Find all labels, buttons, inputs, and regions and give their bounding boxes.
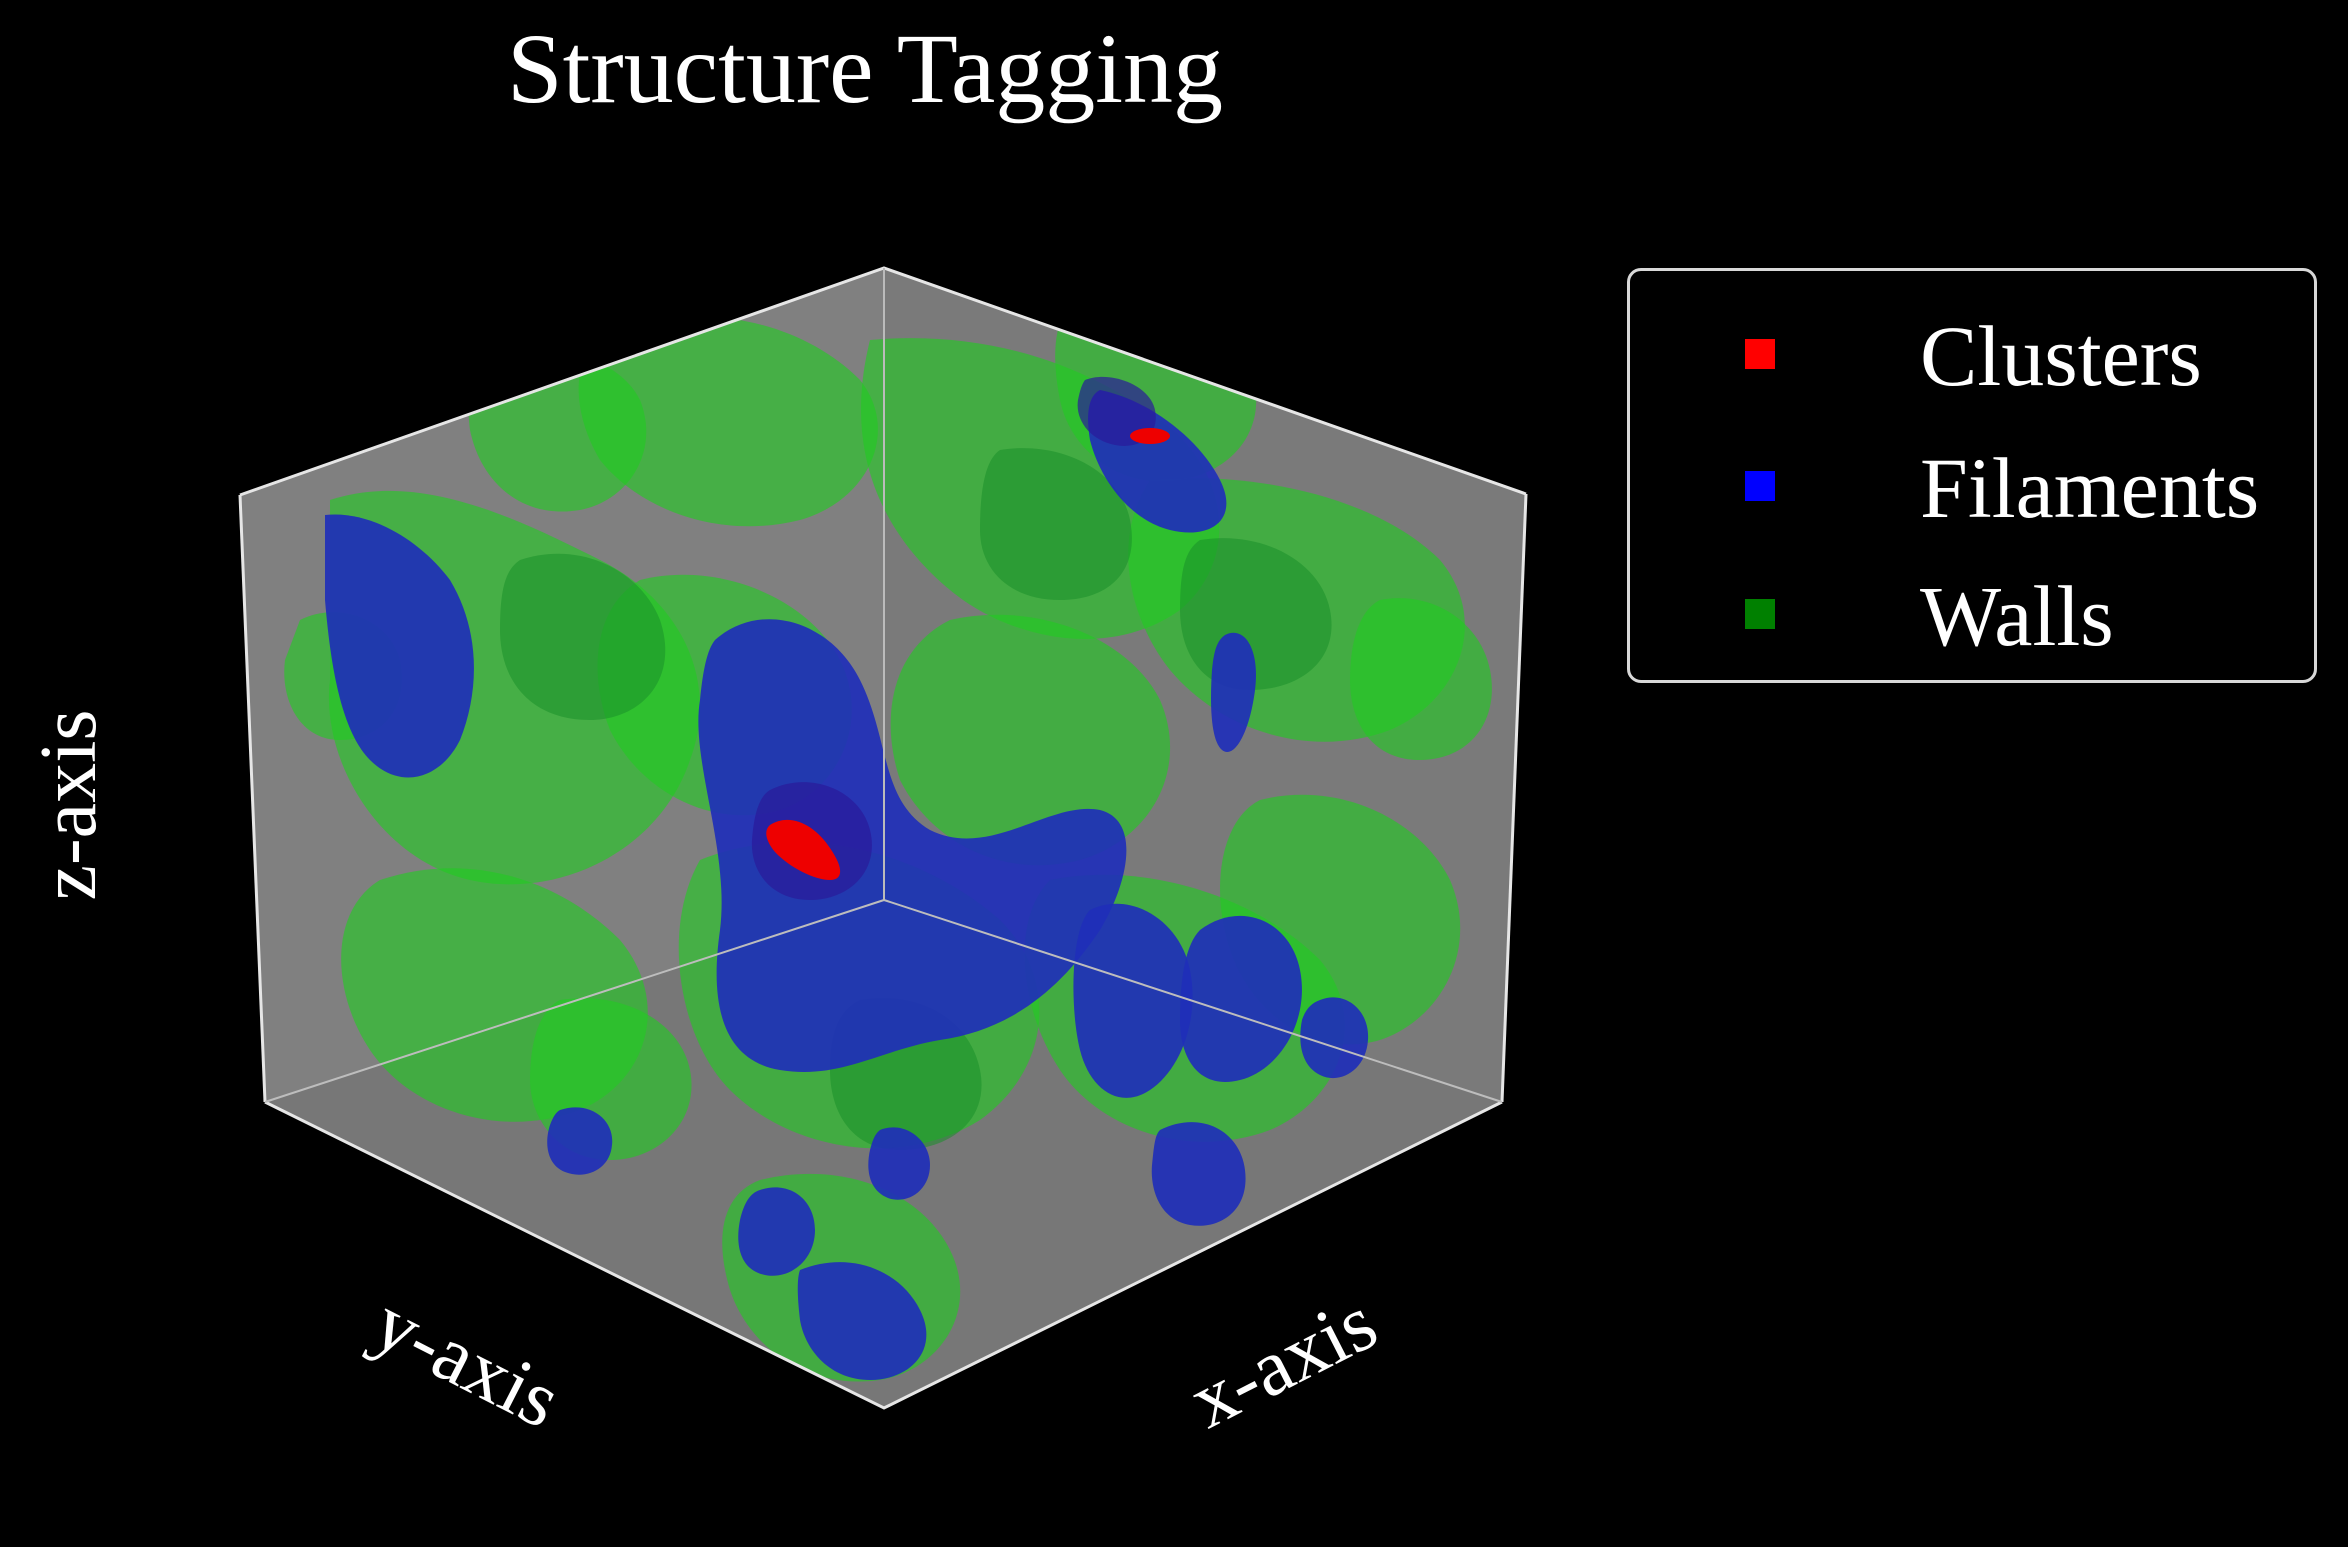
x-axis-label: x-axis — [1176, 1278, 1390, 1445]
legend-label-clusters: Clusters — [1920, 308, 2202, 404]
legend-item-walls: Walls — [1630, 561, 2314, 671]
legend-item-clusters: Clusters — [1630, 301, 2314, 411]
legend-swatch-walls — [1745, 599, 1775, 629]
legend-swatch-filaments — [1745, 471, 1775, 501]
legend-label-filaments: Filaments — [1920, 440, 2260, 536]
chart-title: Structure Tagging — [507, 13, 1223, 124]
floor-front-edges — [264, 1100, 1503, 1410]
legend-swatch-clusters — [1745, 339, 1775, 369]
filaments-surface — [325, 390, 1369, 1380]
right-vertical-edge — [1500, 493, 1528, 1103]
clusters-surface — [766, 428, 1170, 880]
legend: Clusters Filaments Walls — [1627, 268, 2317, 683]
floor-back-edge-right — [883, 899, 1503, 1103]
legend-item-filaments: Filaments — [1630, 433, 2314, 543]
floor-back-edge-left — [264, 899, 885, 1103]
z-axis-label: z-axis — [25, 709, 113, 900]
structures — [284, 298, 1492, 1382]
legend-label-walls: Walls — [1920, 568, 2114, 664]
y-axis-label: y-axis — [360, 1278, 574, 1445]
left-vertical-edge — [238, 494, 267, 1103]
axes-edges — [238, 266, 1528, 1410]
